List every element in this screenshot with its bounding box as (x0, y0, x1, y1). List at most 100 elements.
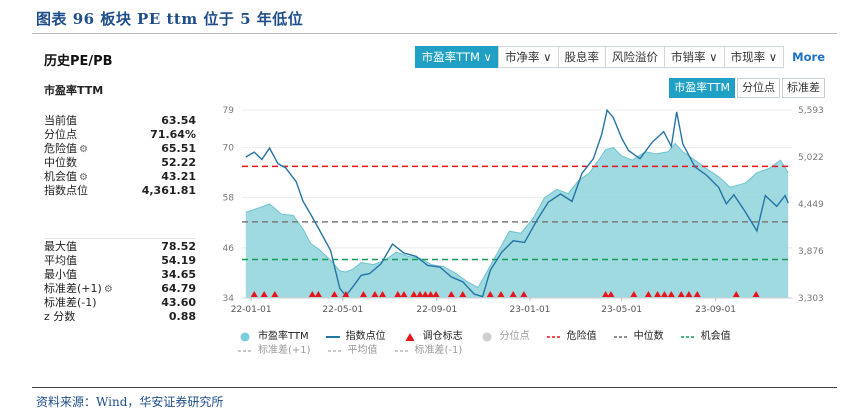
left-axis-tick-label: 79 (223, 106, 235, 116)
stat-row: 危险值 ⚙ 65.51 (44, 142, 196, 156)
tab-ps[interactable]: 市销率 ∨ (664, 46, 725, 68)
stat-value: 71.64% (150, 128, 196, 141)
legend-swatch-icon (482, 332, 492, 342)
subtab-std-dev[interactable]: 标准差 (782, 78, 825, 98)
stat-value: 0.88 (168, 310, 196, 323)
right-axis-tick-label: 5,593 (798, 106, 824, 116)
source-note: 资料来源：Wind，华安证券研究所 (36, 395, 224, 409)
bottom-divider (32, 387, 837, 388)
stat-label: z 分数 (44, 310, 75, 324)
x-axis-tick-label: 23-05-01 (601, 305, 642, 315)
left-axis-tick-label: 34 (223, 294, 235, 304)
metric-tabs: 市盈率TTM ∨ 市净率 ∨ 股息率 风险溢价 市销率 ∨ 市现率 ∨ More (414, 46, 825, 68)
pe-pb-panel: 历史PE/PB 市盈率TTM ∨ 市净率 ∨ 股息率 风险溢价 市销率 ∨ 市现… (32, 38, 837, 383)
legend-label: 机会值 (700, 331, 731, 342)
subtab-pe-ttm[interactable]: 市盈率TTM (669, 78, 735, 98)
rebalance-marker (400, 291, 408, 297)
tab-dividend-yield[interactable]: 股息率 (557, 46, 607, 68)
x-axis-tick-label: 23-09-01 (695, 305, 736, 315)
x-axis-tick-label: 22-09-01 (416, 305, 457, 315)
legend-label: 市盈率TTM (258, 331, 309, 342)
chart-legend: 市盈率TTM 指数点位 调仓标志 分位点 危险值 中位数 机会值 标准差(+1) 平均值 标准差… (237, 330, 747, 358)
legend-label: 调仓标志 (422, 331, 463, 342)
rebalance-marker (459, 291, 467, 297)
more-link[interactable]: More (792, 50, 825, 64)
stat-label-text: z 分数 (44, 310, 76, 323)
legend-item[interactable]: 标准差(+1) (237, 344, 311, 358)
left-axis-tick-label: 58 (223, 194, 235, 204)
stat-label-text: 平均值 (44, 254, 77, 267)
tab-pb[interactable]: 市净率 ∨ (497, 46, 559, 68)
stat-value: 63.54 (161, 114, 196, 127)
legend-item[interactable]: 指数点位 (325, 330, 386, 344)
rebalance-marker (654, 291, 662, 297)
stat-label-text: 最大值 (44, 240, 77, 253)
rebalance-marker (371, 291, 379, 297)
legend-item[interactable]: 机会值 (680, 330, 731, 344)
legend-item[interactable]: 平均值 (327, 344, 378, 358)
rebalance-marker (432, 291, 440, 297)
right-axis-tick-label: 4,449 (798, 200, 824, 210)
stat-value: 54.19 (161, 254, 196, 267)
legend-item[interactable]: 中位数 (613, 330, 664, 344)
stat-value: 65.51 (161, 142, 196, 155)
stat-row: 标准差(+1) ⚙ 64.79 (44, 282, 196, 296)
rebalance-marker (630, 291, 638, 297)
right-axis-tick-label: 3,876 (798, 247, 824, 257)
gear-icon[interactable]: ⚙ (103, 284, 113, 295)
x-axis-tick-label: 22-05-01 (322, 305, 363, 315)
stat-row: 标准差(-1) 43.60 (44, 296, 196, 310)
rebalance-marker (752, 291, 760, 297)
stat-label: 中位数 (44, 156, 77, 170)
legend-item[interactable]: 调仓标志 (402, 330, 463, 344)
stat-label: 最小值 (44, 268, 77, 282)
rebalance-marker (260, 291, 268, 297)
legend-label: 分位点 (499, 331, 530, 342)
right-axis-tick-label: 3,303 (798, 294, 824, 304)
legend-item[interactable]: 标准差(-1) (394, 344, 462, 358)
stat-label-text: 标准差(-1) (44, 296, 97, 309)
stat-row: 中位数 52.22 (44, 156, 196, 170)
stat-row: 最小值 34.65 (44, 268, 196, 282)
tab-risk-premium[interactable]: 风险溢价 (605, 46, 666, 68)
legend-label: 中位数 (633, 331, 664, 342)
stat-row: 平均值 54.19 (44, 254, 196, 268)
rebalance-marker (314, 291, 322, 297)
tab-pe-ttm[interactable]: 市盈率TTM ∨ (414, 46, 499, 68)
legend-label: 危险值 (566, 331, 597, 342)
stat-value: 43.21 (161, 170, 196, 183)
stat-label-text: 当前值 (44, 114, 77, 127)
stat-label: 平均值 (44, 254, 77, 268)
rebalance-marker (416, 291, 424, 297)
legend-swatch-icon (613, 336, 628, 338)
legend-swatch-icon (327, 350, 342, 352)
stat-value: 64.79 (161, 282, 196, 295)
legend-item[interactable]: 危险值 (546, 330, 597, 344)
panel-title: 历史PE/PB (44, 54, 113, 69)
stat-label: 指数点位 (44, 184, 88, 198)
rebalance-marker (308, 291, 316, 297)
subtab-percentile[interactable]: 分位点 (737, 78, 780, 98)
legend-swatch-icon (680, 336, 695, 338)
rebalance-marker (447, 291, 455, 297)
rebalance-marker (330, 291, 338, 297)
tab-pcf[interactable]: 市现率 ∨ (723, 46, 785, 68)
rebalance-marker (486, 291, 494, 297)
index-level-line (245, 108, 789, 298)
rebalance-marker (732, 291, 740, 297)
legend-item[interactable]: 分位点 (479, 330, 530, 344)
rebalance-marker (359, 291, 367, 297)
legend-item[interactable]: 市盈率TTM (237, 330, 309, 344)
rebalance-marker (379, 291, 387, 297)
gear-icon[interactable]: ⚙ (79, 172, 88, 183)
legend-row-main: 市盈率TTM 指数点位 调仓标志 分位点 危险值 中位数 机会值 (237, 330, 747, 344)
rebalance-marker (685, 291, 693, 297)
rebalance-marker (693, 291, 701, 297)
legend-label: 平均值 (347, 345, 378, 356)
left-axis-tick-label: 70 (223, 144, 235, 154)
rebalance-marker (250, 291, 258, 297)
rebalance-marker (660, 291, 668, 297)
pe-history-chart: 34 46 58 70 79 3,303 3,876 4,449 5,022 5,593 22-01… (223, 106, 824, 315)
stat-row: z 分数 0.88 (44, 310, 196, 324)
gear-icon[interactable]: ⚙ (79, 144, 88, 155)
